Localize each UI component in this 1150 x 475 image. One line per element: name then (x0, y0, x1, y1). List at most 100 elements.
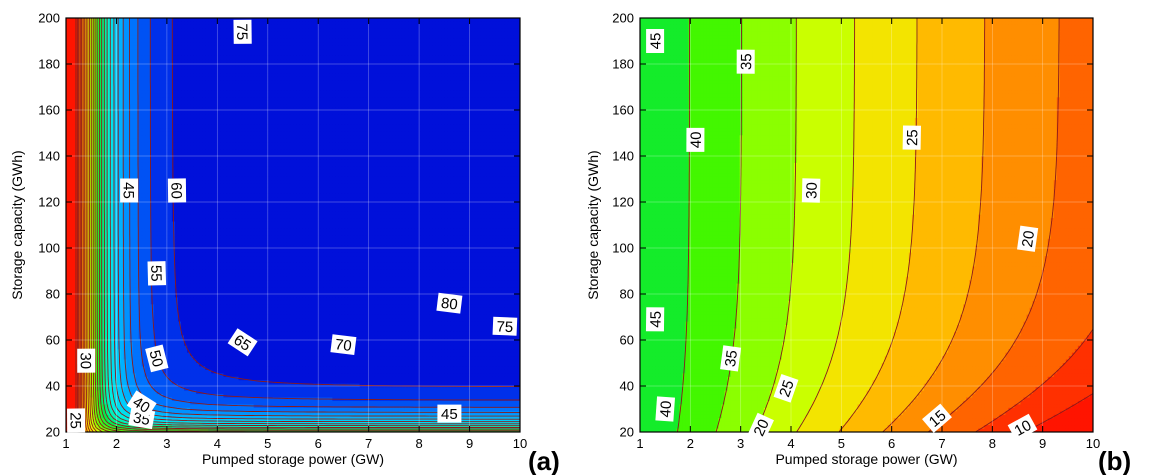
contour-label: 40 (655, 396, 676, 422)
contour-label-text: 45 (648, 33, 665, 50)
x-tick-label: 4 (787, 436, 794, 451)
contour-label-box (720, 345, 742, 372)
x-tick-label: 1 (636, 436, 643, 451)
contour-label-text: 70 (334, 336, 353, 355)
contour-label-box (645, 307, 665, 332)
contour-label-text: 35 (722, 349, 741, 368)
contour-label-box (492, 316, 518, 336)
contour-label: 50 (145, 344, 169, 373)
contour-label: 75 (492, 316, 518, 336)
contour-label-text: 40 (688, 132, 705, 149)
y-tick-label: 160 (38, 103, 60, 118)
contour-line (87, 18, 94, 432)
y-tick-label: 180 (38, 57, 60, 72)
contour-line (109, 18, 520, 425)
contour-line (90, 18, 104, 432)
contour-label-text: 40 (657, 400, 675, 418)
contour-label: 30 (77, 348, 96, 373)
contour-label: 20 (1017, 225, 1039, 252)
contour-label: 25 (773, 374, 799, 403)
contour-label-box (147, 261, 167, 286)
x-tick-label: 8 (989, 436, 996, 451)
contour-label-text: 25 (904, 129, 921, 146)
y-tick-label: 200 (612, 11, 634, 26)
contour-label-box (145, 344, 169, 373)
contour-label: 55 (147, 261, 167, 286)
y-tick-label: 60 (46, 333, 60, 348)
contour-label-box (436, 292, 463, 314)
contour-line (149, 18, 520, 401)
contour-label-box (77, 348, 96, 373)
contour-label-box (233, 19, 252, 44)
contour-label-box (126, 390, 157, 419)
contour-label-text: 20 (751, 417, 773, 439)
contour-label-box (747, 412, 774, 443)
contour-line (117, 18, 520, 420)
contour-label-text: 25 (67, 412, 84, 429)
y-tick-label: 100 (38, 241, 60, 256)
contour-label: 75 (233, 19, 252, 44)
x-tick-label: 3 (163, 436, 170, 451)
x-tick-label: 3 (737, 436, 744, 451)
y-tick-label: 160 (612, 103, 634, 118)
contour-label-text: 30 (803, 182, 820, 199)
contour-label-box (1007, 413, 1038, 442)
contour-line (882, 18, 986, 432)
contour-line (89, 18, 98, 432)
x-tick-label: 6 (888, 436, 895, 451)
contour-label: 25 (902, 125, 921, 150)
x-tick-label: 10 (513, 436, 527, 451)
contour-label: 65 (227, 328, 258, 357)
y-tick-label: 60 (620, 333, 634, 348)
contour-label: 60 (167, 178, 187, 203)
panel-label: (a) (528, 446, 560, 475)
contour-label-text: 80 (440, 295, 459, 314)
y-tick-label: 80 (620, 287, 634, 302)
x-tick-label: 5 (264, 436, 271, 451)
contour-label-box (922, 403, 952, 433)
contour-label-box (801, 178, 821, 203)
contour-label-box (773, 374, 799, 403)
y-tick-label: 140 (38, 149, 60, 164)
contour-label-text: 75 (496, 318, 513, 336)
contour-plot-b: 1 2 3 4 5 6 7 8 9 1020406080100120140160180200Pum… (585, 11, 1131, 475)
contour-label-box (655, 396, 676, 422)
contour-line (137, 18, 520, 408)
contour-label-box (437, 404, 462, 423)
contour-line (94, 18, 131, 432)
contour-line (98, 18, 520, 431)
contour-fill (66, 18, 520, 432)
contour-label-text: 55 (147, 265, 164, 282)
contour-label: 45 (437, 404, 462, 423)
y-tick-label: 200 (38, 11, 60, 26)
contour-label: 45 (120, 178, 139, 203)
y-tick-label: 20 (620, 425, 634, 440)
contour-label: 15 (922, 403, 952, 433)
contour-label-box (686, 127, 705, 152)
contour-lines (677, 18, 1093, 432)
y-tick-label: 140 (612, 149, 634, 164)
x-tick-label: 9 (1039, 436, 1046, 451)
x-axis-label: Pumped storage power (GW) (775, 451, 957, 467)
contour-label-text: 35 (738, 53, 755, 70)
x-axis-label: Pumped storage power (GW) (202, 451, 384, 467)
contour-label: 70 (330, 334, 357, 355)
contour-line (101, 18, 520, 430)
contour-label: 30 (801, 178, 821, 203)
contour-label-text: 75 (233, 23, 250, 40)
contour-label: 35 (720, 345, 742, 372)
y-tick-label: 120 (38, 195, 60, 210)
contour-label-text: 50 (146, 348, 167, 368)
contour-label-box (1017, 225, 1039, 252)
contour-lines (75, 18, 520, 432)
contour-label: 10 (1007, 413, 1038, 442)
contour-label-text: 25 (776, 378, 798, 399)
y-tick-label: 20 (46, 425, 60, 440)
y-tick-label: 180 (612, 57, 634, 72)
contour-fill (640, 18, 1093, 432)
y-axis-label: Storage capacity (GWh) (9, 150, 25, 299)
